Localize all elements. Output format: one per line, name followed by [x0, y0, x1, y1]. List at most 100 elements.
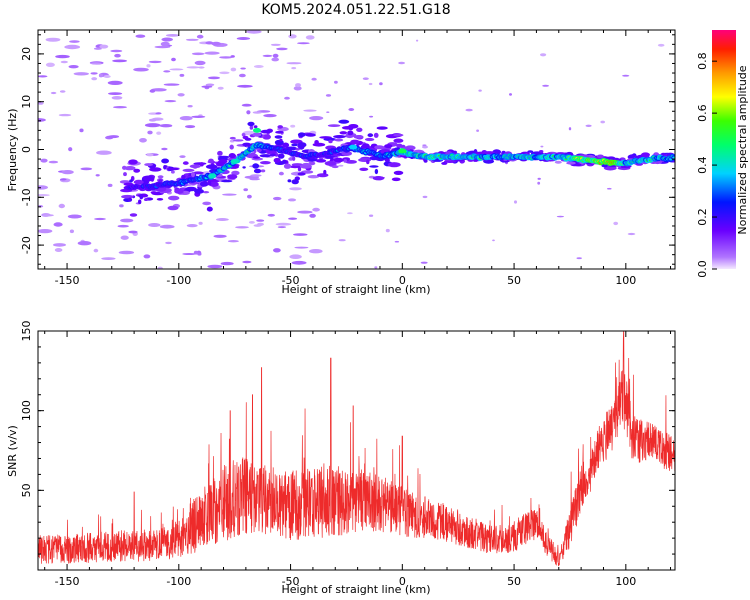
- spectral-blob: [492, 239, 495, 242]
- spectral-blob: [393, 170, 404, 175]
- spectrogram-y-label: Frequency (Hz): [6, 109, 19, 192]
- spectral-blob: [193, 250, 199, 255]
- spectrogram-x-label: Height of straight line (km): [281, 283, 430, 296]
- spectral-blob: [139, 138, 147, 143]
- spectral-blob: [227, 174, 238, 180]
- spectral-blob: [161, 37, 173, 42]
- spectral-blob: [235, 226, 249, 229]
- spectral-blob: [171, 170, 175, 174]
- spectral-blob: [159, 224, 175, 229]
- x-tick-label: -100: [166, 274, 191, 287]
- spectral-blob: [150, 191, 157, 194]
- spectral-blob: [38, 229, 53, 234]
- spectral-blob: [38, 194, 50, 197]
- spectral-blob: [441, 161, 448, 165]
- spectral-blob: [311, 77, 317, 81]
- spectral-blob: [77, 241, 92, 246]
- spectral-blob: [295, 148, 300, 151]
- spectral-blob: [422, 145, 428, 149]
- spectral-blob: [211, 41, 222, 46]
- spectral-blob: [142, 175, 155, 181]
- x-tick-label: 100: [615, 274, 636, 287]
- spectral-blob: [194, 188, 204, 194]
- spectral-blob: [101, 257, 116, 260]
- y-tick-label: 50: [20, 483, 33, 497]
- spectral-blob: [185, 186, 197, 192]
- spectral-blob: [156, 131, 162, 135]
- spectral-blob: [54, 248, 63, 252]
- spectral-blob: [205, 41, 214, 45]
- spectral-blob: [288, 34, 297, 39]
- spectral-blob: [289, 165, 302, 169]
- spectral-blob: [185, 125, 196, 129]
- spectral-blob: [422, 144, 427, 146]
- spectral-blob: [278, 171, 284, 176]
- spectral-blob: [187, 105, 193, 108]
- spectral-blob: [542, 84, 550, 87]
- spectral-blob: [319, 136, 332, 139]
- spectral-blob: [242, 142, 251, 147]
- spectral-blob: [79, 128, 84, 133]
- colorbar-gradient: [712, 30, 736, 269]
- spectral-blob: [179, 155, 186, 159]
- spectral-blob: [163, 70, 171, 73]
- spectral-blob: [117, 224, 129, 228]
- spectral-blob: [309, 161, 316, 166]
- spectral-blob: [331, 165, 339, 169]
- spectral-blob: [120, 235, 129, 240]
- spectral-blob: [293, 86, 302, 91]
- spectral-blob: [249, 177, 260, 181]
- spectral-blob: [576, 257, 582, 260]
- snr-series-line: [38, 331, 675, 567]
- x-tick-label: 0: [399, 575, 406, 588]
- spectral-blob: [269, 153, 276, 157]
- x-tick-label: -100: [166, 575, 191, 588]
- spectral-blob: [291, 67, 297, 70]
- spectral-blob: [420, 261, 428, 264]
- spectral-blob: [119, 204, 124, 208]
- spectral-blob: [159, 124, 173, 128]
- spectral-blob: [286, 62, 302, 65]
- spectral-blob: [556, 215, 565, 218]
- spectral-blob: [213, 234, 227, 238]
- spectral-blob: [379, 82, 383, 86]
- spectral-blob: [282, 142, 290, 148]
- spectral-blob: [163, 83, 180, 86]
- spectral-blob: [345, 160, 357, 164]
- spectral-blob: [287, 179, 292, 183]
- spectral-blob: [672, 156, 675, 160]
- spectral-blob: [289, 187, 302, 191]
- x-tick-label: -50: [282, 575, 300, 588]
- spectral-blob: [149, 167, 162, 172]
- figure-title: KOM5.2024.051.22.51.G18: [261, 2, 450, 18]
- spectral-blob: [289, 254, 302, 259]
- spectral-blob: [348, 108, 355, 111]
- spectral-blob: [112, 59, 128, 63]
- spectral-blob: [277, 226, 287, 229]
- spectral-blob: [227, 240, 239, 243]
- spectral-blob: [398, 61, 405, 65]
- spectral-blob: [247, 121, 255, 127]
- spectral-blob: [366, 159, 370, 165]
- spectral-blob: [305, 35, 315, 40]
- spectral-blob: [122, 165, 127, 170]
- spectral-blob: [229, 144, 234, 150]
- spectral-blob: [325, 94, 332, 97]
- spectral-blob: [323, 169, 327, 175]
- spectral-blob: [465, 108, 473, 112]
- spectral-blob: [393, 138, 404, 143]
- spectral-blob: [120, 218, 134, 223]
- spectral-blob: [250, 174, 262, 177]
- spectral-blob: [302, 162, 311, 166]
- spectral-blob: [133, 168, 141, 173]
- spectral-blob: [157, 266, 163, 269]
- spectral-blob: [168, 195, 180, 201]
- spectral-blob: [40, 158, 48, 163]
- spectral-blob: [38, 185, 48, 190]
- spectral-blob: [294, 246, 309, 249]
- spectral-blob: [554, 160, 562, 164]
- spectral-blob: [297, 142, 307, 148]
- spectral-blob: [50, 91, 57, 95]
- spectral-blob: [307, 158, 318, 162]
- spectral-blob: [385, 228, 390, 233]
